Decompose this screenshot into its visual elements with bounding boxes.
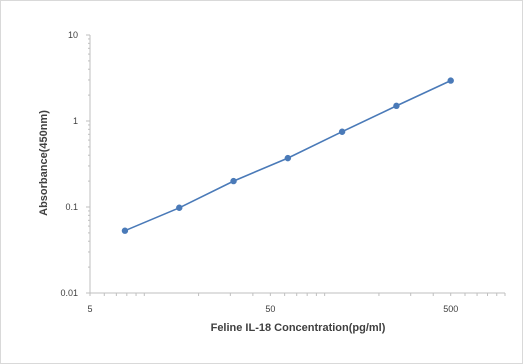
x-tick-label: 5	[87, 304, 92, 314]
y-tick-label: 10	[68, 30, 78, 40]
y-tick-label: 0.01	[60, 288, 78, 298]
y-minor-ticks	[86, 34, 90, 294]
x-tick-label: 50	[265, 304, 275, 314]
data-point	[447, 77, 454, 84]
data-point	[121, 227, 129, 234]
y-tick-labels: 10 1 0.1 0.01	[60, 30, 78, 298]
data-point	[284, 154, 292, 162]
plot-area: 10 1 0.1 0.01 5 50 500	[60, 30, 506, 314]
x-tick-labels: 5 50 500	[87, 304, 458, 314]
x-minor-ticks	[89, 293, 506, 296]
x-axis-title: Feline IL-18 Concentration(pg/ml)	[211, 322, 386, 334]
data-point	[393, 102, 400, 110]
data-point	[338, 128, 346, 135]
x-tick-label: 500	[443, 304, 458, 314]
data-point	[230, 177, 237, 185]
y-tick-label: 0.1	[65, 202, 78, 212]
y-axis-title: Absorbance(450nm)	[38, 110, 50, 216]
data-point	[176, 204, 183, 211]
y-tick-label: 1	[73, 116, 78, 126]
series-layer	[121, 77, 454, 234]
